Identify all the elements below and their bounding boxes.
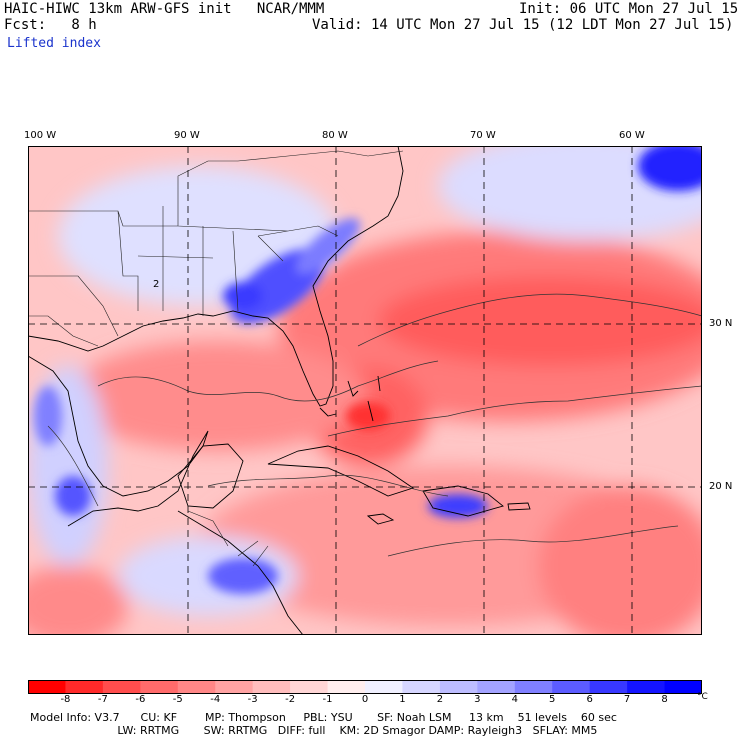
model-info-line1: Model Info: V3.7 CU: KF MP: Thompson PBL… (30, 711, 617, 724)
field-blob-hispaniola (428, 494, 488, 518)
jamaica (366, 513, 395, 525)
contour-atlantic-south (327, 385, 702, 437)
colorbar-cell (627, 680, 666, 694)
colorbar-unit: °C (697, 692, 708, 702)
field-blob-northeast-cool (438, 146, 702, 241)
field-blob-mexico-south (34, 386, 62, 446)
colorbar-cell (102, 680, 141, 694)
contour-west (47, 425, 99, 507)
field-blob-atlantic-core (378, 276, 702, 366)
colorbar-cell (477, 680, 516, 694)
colorbar-tick-label: 0 (361, 694, 369, 705)
colorbar-cell (664, 680, 702, 694)
contour-gulf (97, 360, 439, 402)
colorbar-frame (28, 680, 702, 694)
colorbar-cell (327, 680, 366, 694)
model-title: HAIC-HIWC 13km ARW-GFS init NCAR/MMM (4, 1, 325, 17)
field-blob-central-america (208, 558, 278, 594)
model-info-line2: LW: RRTMG SW: RRTMG DIFF: full KM: 2D Sm… (30, 724, 598, 737)
central-america-coast (177, 510, 304, 635)
colorbar (28, 680, 702, 694)
field-blob-carolinas (296, 218, 360, 274)
forecast-hour: Fcst: 8 h (4, 17, 97, 33)
contour-atlantic (357, 293, 702, 347)
colorbar-tick-label: -4 (210, 694, 221, 705)
field-blob-pacific (28, 566, 128, 635)
us-gulf-coast (28, 146, 404, 407)
colorbar-tick-label: -1 (322, 694, 333, 705)
colorbar-tick-label: 7 (623, 694, 631, 705)
puerto-rico (507, 502, 531, 511)
colorbar-cell (290, 680, 329, 694)
central-america-borders (187, 510, 269, 567)
colorbar-cell (402, 680, 441, 694)
lat-label-30n: 30 N (709, 318, 733, 329)
mexico-us-border (28, 315, 99, 347)
mexico-coast (28, 355, 209, 527)
map-frame (28, 146, 702, 635)
field-blob-gulf (68, 341, 368, 451)
contour-southeast (387, 525, 679, 557)
colorbar-cell (514, 680, 553, 694)
colorbar-tick-label: 2 (436, 694, 444, 705)
colorbar-tick-label: 6 (586, 694, 593, 705)
political-borders (28, 150, 404, 567)
colorbar-tick-label: 8 (661, 694, 668, 705)
lon-label-60w: 60 W (619, 130, 645, 141)
colorbar-cell (177, 680, 216, 694)
colorbar-tick-label: -2 (285, 694, 296, 705)
colorbar-cell (140, 680, 179, 694)
colorbar-cell (28, 680, 66, 694)
colorbar-tick-label: 5 (549, 694, 556, 705)
graticule (28, 146, 702, 635)
valid-time: Valid: 14 UTC Mon 27 Jul 15 (12 LDT Mon … (312, 17, 734, 33)
lifted-index-map: 2 (28, 146, 702, 635)
lon-label-70w: 70 W (470, 130, 496, 141)
contour-label: 2 (153, 279, 159, 290)
state-borders (28, 150, 404, 337)
lon-label-80w: 80 W (322, 130, 348, 141)
yucatan (177, 443, 244, 509)
colorbar-cell (589, 680, 628, 694)
colorbar-cell (215, 680, 254, 694)
colorbar-tick-label: -3 (247, 694, 258, 705)
contour-caribbean (207, 474, 449, 497)
field-blob-northeast-corner (638, 146, 702, 191)
lon-label-90w: 90 W (174, 130, 200, 141)
colorbar-cell (439, 680, 478, 694)
colorbar-tick-label: -5 (172, 694, 183, 705)
colorbar-tick-label: -6 (135, 694, 146, 705)
colorbar-cell (252, 680, 291, 694)
colorbar-cell (552, 680, 591, 694)
colorbar-tick-label: -7 (97, 694, 108, 705)
colorbar-tick-label: 4 (511, 694, 518, 705)
colorbar-cell (365, 680, 403, 694)
hispaniola (422, 485, 504, 517)
colorbar-cell (65, 680, 104, 694)
init-time: Init: 06 UTC Mon 27 Jul 15 (519, 1, 739, 17)
colorbar-tick-label: -8 (60, 694, 71, 705)
cuba (267, 445, 415, 497)
coastlines (28, 146, 531, 635)
field-blob-mexico-west (55, 476, 91, 516)
field-blob-se-atlantic (538, 486, 702, 635)
contour-lines (47, 293, 702, 557)
lon-label-100w: 100 W (24, 130, 57, 141)
field-name: Lifted index (7, 36, 101, 51)
field-blob-hurricane-core (346, 402, 390, 430)
colorbar-tick-label: 1 (399, 694, 406, 705)
field-blob-alabama (223, 282, 263, 310)
lat-label-20n: 20 N (709, 481, 733, 492)
colorbar-tick-label: 3 (474, 694, 481, 705)
florida-keys (319, 407, 337, 417)
